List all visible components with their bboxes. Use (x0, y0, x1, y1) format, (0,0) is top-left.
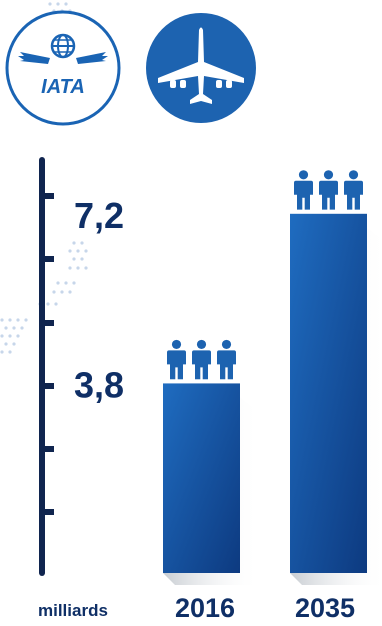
value-label: 7,2 (74, 195, 124, 236)
person-icon (167, 339, 186, 380)
bars-layer (163, 170, 382, 585)
airplane-badge (146, 13, 256, 123)
iata-wordmark: IATA (41, 76, 85, 98)
value-labels: 3,8 7,2 (74, 195, 124, 406)
bar-2016 (163, 383, 240, 573)
person-icon (294, 170, 313, 210)
airplane-icon (158, 27, 244, 104)
globe-icon (50, 33, 76, 59)
bar-2035 (290, 213, 367, 574)
passengers-icon (167, 339, 236, 380)
person-icon (319, 170, 338, 210)
category-labels: 2016 2035 (175, 593, 355, 623)
passengers-icon (294, 170, 363, 210)
category-label: 2035 (295, 593, 355, 623)
person-icon (192, 339, 211, 380)
value-axis (39, 157, 54, 576)
person-icon (344, 170, 363, 210)
iata-logo: IATA (5, 10, 121, 126)
category-label: 2016 (175, 593, 235, 623)
unit-label: milliards (38, 601, 108, 620)
value-label: 3,8 (74, 364, 124, 405)
person-icon (217, 339, 236, 380)
wings-icon (18, 52, 108, 64)
